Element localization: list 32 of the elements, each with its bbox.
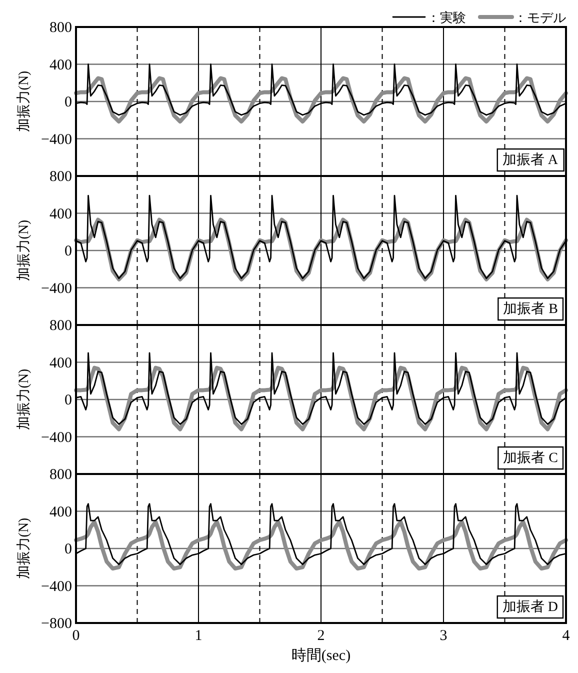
annotation: 加振者 A	[502, 152, 559, 168]
y-tick-label: −400	[41, 132, 72, 148]
legend-label: ：実験	[427, 10, 466, 25]
y-tick-label: 400	[50, 355, 72, 372]
y-axis-title: 加振力(N)	[16, 219, 32, 282]
y-tick-label: −400	[41, 578, 72, 595]
y-tick-label: 400	[50, 57, 72, 74]
y-tick-label: 400	[50, 504, 72, 520]
y-tick-label: 0	[64, 392, 72, 408]
x-tick-label: 1	[194, 628, 202, 644]
y-tick-label: 800	[50, 20, 72, 36]
y-tick-label: −400	[41, 430, 72, 446]
y-tick-label: 0	[64, 542, 72, 558]
y-tick-label: 800	[50, 318, 72, 334]
x-tick-label: 4	[562, 628, 570, 644]
y-tick-label: 800	[50, 169, 72, 185]
x-axis-title: 時間(sec)	[291, 647, 351, 664]
legend-label: ：モデル	[514, 10, 566, 25]
y-tick-label: 800	[50, 467, 72, 483]
annotation: 加振者 B	[503, 301, 558, 317]
y-axis-title: 加振力(N)	[16, 368, 32, 430]
y-tick-label: 0	[64, 94, 72, 110]
x-tick-label: 3	[440, 628, 448, 644]
annotation: 加振者 D	[502, 599, 558, 615]
y-tick-label: −400	[41, 280, 72, 297]
y-tick-label: 0	[64, 244, 72, 260]
y-tick-label: −800	[41, 616, 72, 632]
y-axis-title: 加振力(N)	[16, 517, 32, 580]
x-tick-label: 2	[317, 628, 325, 644]
y-tick-label: 400	[50, 206, 72, 222]
y-axis-title: 加振力(N)	[16, 70, 32, 132]
annotation: 加振者 C	[503, 450, 558, 466]
